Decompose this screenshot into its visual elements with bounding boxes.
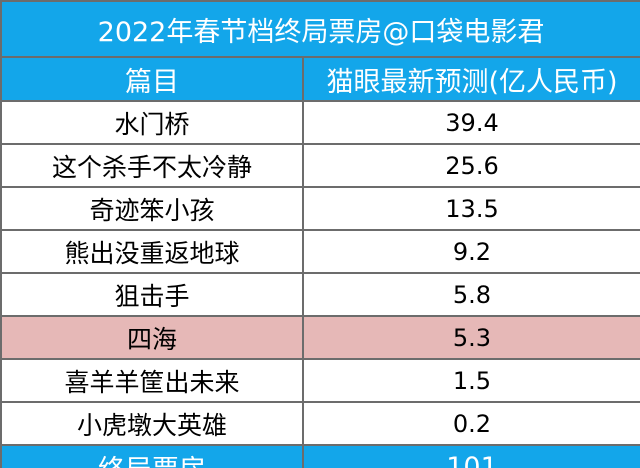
title-row: 2022年春节档终局票房@口袋电影君 xyxy=(0,0,640,58)
forecast-value-cell[interactable]: 1.5 xyxy=(302,358,640,403)
film-name-cell[interactable]: 四海 xyxy=(0,315,304,360)
film-name-cell[interactable]: 熊出没重返地球 xyxy=(0,229,304,274)
table-row: 喜羊羊筐出未来 1.5 xyxy=(0,358,640,403)
table-row-highlighted: 四海 5.3 xyxy=(0,315,640,360)
table-row: 这个杀手不太冷静 25.6 xyxy=(0,143,640,188)
column-header-forecast[interactable]: 猫眼最新预测(亿人民币) xyxy=(302,56,640,102)
film-name-cell[interactable]: 奇迹笨小孩 xyxy=(0,186,304,231)
table-row: 狙击手 5.8 xyxy=(0,272,640,317)
total-value-cell[interactable]: 101 xyxy=(302,444,640,468)
forecast-value-cell[interactable]: 39.4 xyxy=(302,100,640,145)
forecast-value-cell[interactable]: 25.6 xyxy=(302,143,640,188)
table-title[interactable]: 2022年春节档终局票房@口袋电影君 xyxy=(0,0,640,58)
film-name-cell[interactable]: 小虎墩大英雄 xyxy=(0,401,304,446)
table-row: 水门桥 39.4 xyxy=(0,100,640,145)
film-name-cell[interactable]: 喜羊羊筐出未来 xyxy=(0,358,304,403)
film-name-cell[interactable]: 水门桥 xyxy=(0,100,304,145)
column-header-title[interactable]: 篇目 xyxy=(0,56,304,102)
header-row: 篇目 猫眼最新预测(亿人民币) xyxy=(0,56,640,102)
forecast-value-cell[interactable]: 9.2 xyxy=(302,229,640,274)
forecast-value-cell[interactable]: 13.5 xyxy=(302,186,640,231)
table-row: 小虎墩大英雄 0.2 xyxy=(0,401,640,446)
table-row: 奇迹笨小孩 13.5 xyxy=(0,186,640,231)
film-name-cell[interactable]: 狙击手 xyxy=(0,272,304,317)
table-row: 熊出没重返地球 9.2 xyxy=(0,229,640,274)
total-row: 终局票房 101 xyxy=(0,444,640,468)
total-label-cell[interactable]: 终局票房 xyxy=(0,444,304,468)
forecast-value-cell[interactable]: 0.2 xyxy=(302,401,640,446)
forecast-value-cell[interactable]: 5.3 xyxy=(302,315,640,360)
forecast-value-cell[interactable]: 5.8 xyxy=(302,272,640,317)
film-name-cell[interactable]: 这个杀手不太冷静 xyxy=(0,143,304,188)
